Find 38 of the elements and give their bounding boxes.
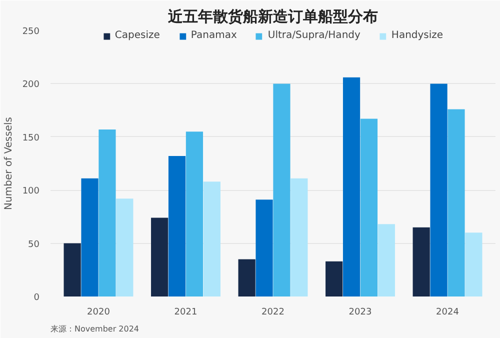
- bar: [256, 200, 273, 296]
- bar: [151, 218, 168, 296]
- x-tick-label: 2022: [262, 308, 284, 318]
- bar: [326, 261, 343, 296]
- y-tick-label: 50: [28, 240, 40, 250]
- bar: [448, 109, 465, 296]
- y-tick-label: 0: [34, 293, 40, 303]
- bar: [430, 84, 448, 296]
- legend-label: Handysize: [391, 30, 444, 41]
- bar: [238, 259, 256, 296]
- legend-label: Ultra/Supra/Handy: [268, 30, 360, 41]
- bar: [412, 227, 430, 296]
- bar: [290, 178, 308, 296]
- x-tick-label: 2020: [87, 308, 110, 318]
- legend-label: Capesize: [114, 30, 160, 41]
- y-axis-title: Number of Vessels: [3, 117, 14, 210]
- bar: [116, 198, 134, 296]
- x-tick-label: 2023: [348, 308, 372, 318]
- bar: [186, 132, 204, 296]
- y-tick-label: 200: [22, 80, 40, 90]
- bar: [273, 84, 290, 296]
- y-tick-label: 250: [22, 27, 40, 37]
- legend-label: Panamax: [190, 30, 237, 41]
- y-tick-label: 150: [22, 133, 40, 144]
- bar: [98, 129, 116, 296]
- bar: [81, 178, 98, 296]
- bar: [64, 243, 81, 296]
- bar: [168, 156, 186, 296]
- y-tick-label: 100: [22, 186, 40, 197]
- source-note: 来源：November 2024: [50, 324, 140, 334]
- bar: [465, 232, 482, 296]
- bar: [342, 77, 360, 296]
- bar: [360, 118, 378, 296]
- x-tick-label: 2024: [436, 308, 460, 318]
- bar: [203, 182, 220, 296]
- chart-title: 近五年散货船新造订单船型分布: [167, 8, 378, 26]
- bar: [378, 224, 395, 296]
- x-tick-label: 2021: [174, 308, 198, 318]
